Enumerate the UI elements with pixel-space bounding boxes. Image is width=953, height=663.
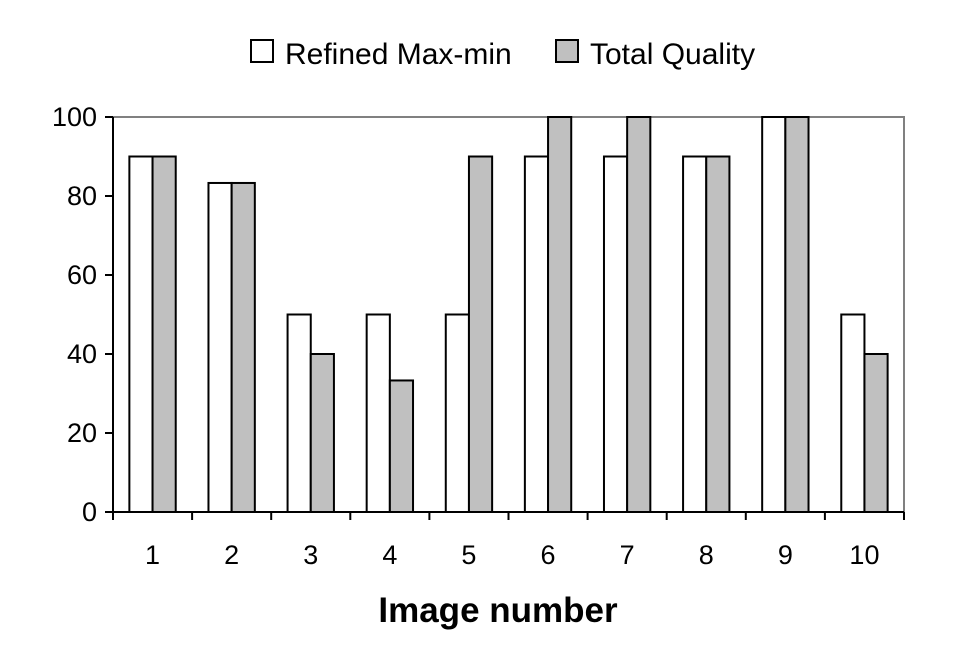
bar-refined-max-min-4 [365,313,391,513]
bar-total-quality-10 [863,353,889,513]
bar-refined-max-min-8 [682,155,708,513]
x-tick-label: 8 [699,540,714,570]
y-tick-label: 80 [67,181,97,211]
legend-swatch-refined-max-min [250,39,274,63]
bar-refined-max-min-7 [602,155,629,513]
x-tick-label: 7 [620,540,635,570]
bar-total-quality-8 [705,155,731,513]
legend: Refined Max-min Total Quality [250,38,755,71]
x-tick-label: 2 [224,540,239,570]
bar-refined-max-min-2 [207,181,233,513]
y-tick-label: 40 [67,339,97,369]
legend-label-refined-max-min: Refined Max-min [285,38,512,71]
bar-refined-max-min-3 [286,313,312,513]
x-tick-label: 4 [382,540,397,570]
x-tick-label: 1 [145,540,160,570]
x-axis-title: Image number [378,591,618,630]
bars [128,116,889,513]
bar-refined-max-min-1 [128,155,154,513]
legend-label-total-quality: Total Quality [590,38,755,71]
bar-total-quality-1 [151,155,177,513]
bar-refined-max-min-5 [444,313,470,513]
x-tick-label: 3 [303,540,318,570]
bar-total-quality-7 [626,116,652,513]
bar-refined-max-min-10 [840,313,866,513]
x-tick-label: 6 [541,540,556,570]
bar-total-quality-3 [309,353,335,513]
x-tick-label: 10 [849,540,879,570]
x-tick-label: 5 [461,540,476,570]
x-tick-label: 9 [778,540,793,570]
y-tick-label: 20 [67,418,97,448]
y-axis: 0 20 40 60 80 100 [52,102,114,527]
bar-refined-max-min-6 [523,155,550,513]
y-tick-label: 100 [52,102,97,132]
bar-refined-max-min-9 [761,116,787,513]
legend-swatch-total-quality [555,39,579,63]
bar-total-quality-4 [388,379,415,513]
bar-total-quality-6 [547,116,573,513]
bar-total-quality-5 [467,155,494,513]
bar-total-quality-2 [230,181,256,513]
y-tick-label: 60 [67,260,97,290]
y-tick-label: 0 [82,497,97,527]
x-axis: 1 2 3 4 5 6 7 8 9 10 [112,511,905,570]
bar-total-quality-9 [784,116,810,513]
